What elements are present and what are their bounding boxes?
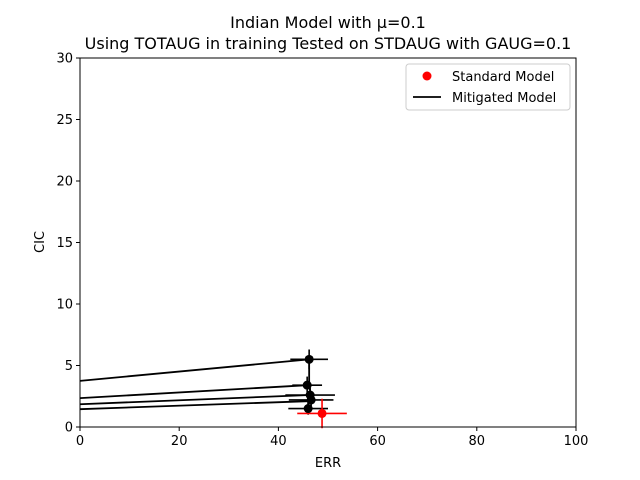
mitigated-point-3 <box>306 395 316 405</box>
y-axis-label: CIC <box>33 231 48 253</box>
mitigated-series-line-0 <box>79 358 310 382</box>
standard-point-0 <box>317 408 327 418</box>
legend-frame <box>405 63 571 111</box>
x-tick-label-4: 80 <box>469 434 486 449</box>
y-tick-label-1: 5 <box>65 359 73 374</box>
mitigated-point-0 <box>304 354 314 364</box>
y-tick-label-6: 30 <box>56 52 73 67</box>
y-tick-label-0: 0 <box>65 421 73 436</box>
x-tick-label-1: 20 <box>171 434 188 449</box>
y-tick-label-2: 10 <box>56 298 73 313</box>
x-tick-label-2: 40 <box>270 434 287 449</box>
plot-area <box>79 349 347 429</box>
y-tick-label-5: 25 <box>56 113 73 128</box>
mitigated-point-4 <box>303 404 313 414</box>
legend-standard-label: Standard Model <box>452 70 554 85</box>
mitigated-series-line-1 <box>79 384 308 399</box>
chart-title-line1: Indian Model with μ=0.1 <box>230 13 426 32</box>
legend: Standard Model Mitigated Model <box>405 63 571 111</box>
mitigated-point-1 <box>302 380 312 390</box>
axes-frame <box>79 57 577 428</box>
legend-standard-marker <box>422 71 432 81</box>
legend-mitigated-label: Mitigated Model <box>452 91 556 106</box>
y-tick-label-4: 20 <box>56 175 73 190</box>
mitigated-series-line-2 <box>79 394 311 406</box>
mitigated-series-line-3 <box>79 400 309 411</box>
x-tick-label-3: 60 <box>369 434 386 449</box>
chart-title-line2: Using TOTAUG in training Tested on STDAU… <box>85 34 572 53</box>
x-tick-label-0: 0 <box>76 434 84 449</box>
axis-ticks: 0 20 40 60 80 100 0 5 10 15 20 25 30 <box>56 52 588 450</box>
y-tick-label-3: 15 <box>56 236 73 251</box>
x-tick-label-5: 100 <box>564 434 589 449</box>
x-axis-label: ERR <box>315 456 341 471</box>
